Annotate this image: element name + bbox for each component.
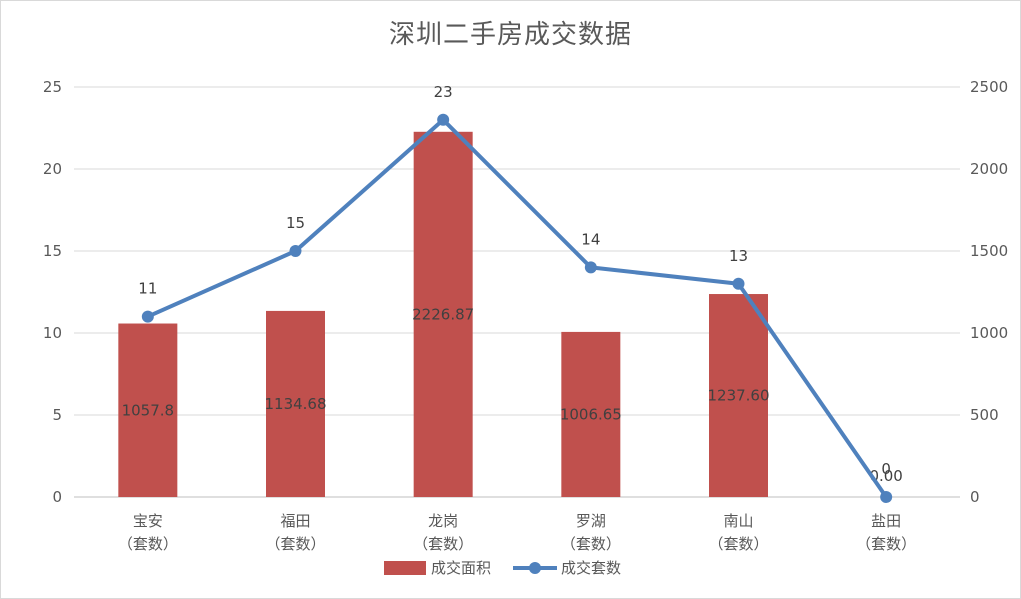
category-label: （套数） [413,535,473,553]
left-axis-tick-label: 15 [43,242,62,260]
category-label: 盐田 [871,512,901,530]
bar-data-label: 1134.68 [264,395,326,413]
category-label: （套数） [265,535,325,553]
category-label: 福田 [280,512,310,530]
right-axis-tick-label: 1000 [970,324,1008,342]
bar-data-label: 1057.8 [122,401,175,419]
bar-data-label: 0.00 [869,467,902,485]
line-data-label: 14 [581,230,600,248]
line-point [584,261,597,274]
bar-data-label: 1006.65 [560,405,622,423]
left-axis-tick-label: 0 [52,488,62,506]
left-axis-tick-label: 5 [52,406,62,424]
legend-bar-swatch [384,561,426,575]
left-axis-tick-label: 20 [43,160,62,178]
right-axis-tick-label: 500 [970,406,999,424]
right-axis-tick-label: 2500 [970,78,1008,96]
legend-label: 成交面积 [431,559,491,577]
line-point [880,491,893,503]
category-label: 龙岗 [428,512,458,530]
line-point [437,113,450,126]
line-data-label: 15 [286,214,305,232]
right-axis-tick-label: 1500 [970,242,1008,260]
line-data-label: 13 [729,247,748,265]
bar [413,131,473,497]
bar [561,331,621,497]
bar [118,323,178,497]
chart-title: 深圳二手房成交数据 [388,20,632,50]
bar [266,310,325,497]
bar [709,294,768,497]
line-data-label: 11 [138,280,157,298]
line-point [732,277,745,290]
left-axis-tick-label: 10 [43,324,62,342]
line-data-label: 23 [434,83,453,101]
category-label: 南山 [723,512,753,530]
left-axis-tick-label: 25 [43,78,62,96]
bar-data-label: 1237.60 [707,387,769,405]
category-label: 罗湖 [576,512,606,530]
legend-line-marker [529,562,541,574]
category-label: （套数） [708,535,768,553]
line-point [141,310,154,323]
bar-data-label: 2226.87 [412,305,474,323]
line-data-label: 0 [881,460,891,478]
legend-label: 成交套数 [561,559,621,577]
right-axis-tick-label: 0 [970,488,980,506]
line-series-path [145,117,889,499]
category-label: （套数） [561,535,621,553]
category-label: （套数） [118,535,178,553]
line-point [289,245,302,257]
right-axis-tick-label: 2000 [970,160,1008,178]
category-label: 宝安 [133,512,163,530]
category-label: （套数） [856,535,916,553]
